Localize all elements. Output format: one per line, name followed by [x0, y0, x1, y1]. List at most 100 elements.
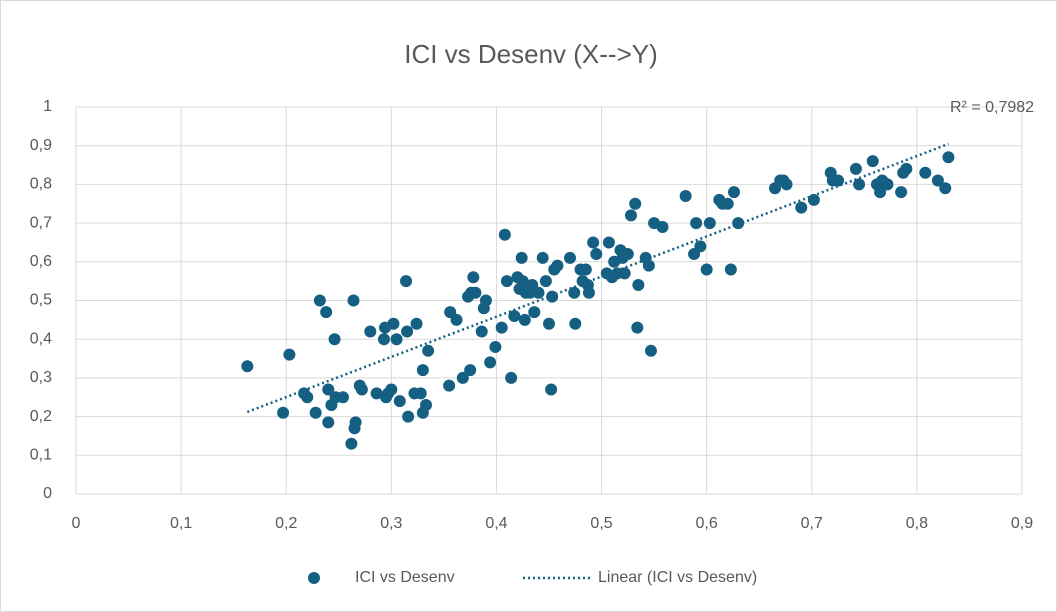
data-point [853, 178, 866, 191]
data-point [283, 348, 296, 361]
data-point [632, 279, 645, 292]
data-point [241, 360, 254, 373]
trendline-label: R² = 0,7982 [950, 99, 1034, 116]
data-point [390, 333, 403, 346]
data-point [564, 251, 577, 264]
data-point [939, 182, 952, 195]
data-point [464, 364, 477, 377]
y-tick-label: 0,8 [30, 176, 52, 193]
data-point [874, 186, 887, 199]
data-point [322, 416, 335, 429]
data-point [508, 309, 521, 322]
x-tick-label: 0,9 [1011, 515, 1033, 532]
data-point [469, 286, 482, 299]
data-point [277, 406, 290, 419]
data-point [679, 190, 692, 203]
data-point [456, 371, 469, 384]
y-tick-label: 0,1 [30, 447, 52, 464]
data-point [724, 263, 737, 276]
data-point [450, 313, 463, 326]
y-tick-label: 0,7 [30, 214, 52, 231]
y-tick-label: 0,4 [30, 330, 52, 347]
data-point [309, 406, 322, 419]
data-point [849, 162, 862, 175]
data-point [629, 197, 642, 210]
data-point [336, 391, 349, 404]
data-point [866, 155, 879, 168]
data-point [700, 263, 713, 276]
data-point [568, 286, 581, 299]
data-point [624, 209, 637, 222]
data-point [416, 364, 429, 377]
data-point [349, 416, 362, 429]
data-point [328, 333, 341, 346]
legend-label: ICI vs Desenv [355, 569, 455, 586]
data-point [942, 151, 955, 164]
legend-marker [308, 572, 320, 584]
trendline [246, 142, 949, 414]
data-point [515, 251, 528, 264]
data-point [832, 174, 845, 187]
data-point [313, 294, 326, 307]
data-point [467, 271, 480, 284]
data-point [602, 236, 615, 249]
y-tick-label: 0,9 [30, 137, 52, 154]
data-point [364, 325, 377, 338]
data-point [355, 383, 368, 396]
data-point [345, 437, 358, 450]
data-point [543, 317, 555, 330]
y-tick-label: 0,3 [30, 369, 52, 386]
y-tick-label: 0,5 [30, 292, 52, 309]
data-point [881, 178, 894, 191]
x-tick-label: 0,3 [380, 515, 402, 532]
legend-label: Linear (ICI vs Desenv) [598, 569, 757, 586]
data-point [703, 217, 716, 230]
data-point [900, 162, 913, 175]
data-point [498, 228, 511, 241]
x-tick-label: 0,1 [170, 515, 192, 532]
data-point [931, 174, 944, 187]
data-point [370, 387, 383, 400]
x-tick-label: 0,8 [906, 515, 928, 532]
data-point [532, 286, 545, 299]
data-point [727, 186, 740, 199]
data-point [475, 325, 488, 338]
data-point [420, 398, 433, 411]
data-point [551, 259, 564, 272]
y-tick-label: 0,2 [30, 408, 52, 425]
data-point [545, 383, 558, 396]
data-point [721, 197, 734, 210]
data-point [479, 294, 492, 307]
data-point [795, 201, 808, 214]
data-point [401, 325, 414, 338]
x-tick-label: 0 [72, 515, 81, 532]
data-point [621, 248, 634, 261]
data-point [500, 275, 513, 288]
data-point [631, 321, 644, 334]
data-point [528, 306, 541, 319]
data-point [320, 306, 333, 319]
data-point [618, 267, 631, 280]
data-point [385, 383, 398, 396]
x-tick-label: 0,5 [590, 515, 612, 532]
data-point [807, 193, 820, 206]
data-point [579, 263, 592, 276]
data-point [484, 356, 497, 369]
data-point [402, 410, 415, 423]
data-point [569, 317, 582, 330]
data-point [656, 220, 669, 233]
data-point [422, 344, 435, 357]
y-tick-label: 1 [43, 98, 52, 115]
data-point [347, 294, 360, 307]
data-point [505, 371, 518, 384]
data-point [377, 333, 390, 346]
data-point [919, 166, 932, 179]
data-point [590, 248, 603, 261]
data-point [322, 383, 335, 396]
data-point [393, 395, 406, 408]
data-point [587, 236, 600, 249]
data-point [536, 251, 549, 264]
data-point [690, 217, 703, 230]
data-point [400, 275, 413, 288]
